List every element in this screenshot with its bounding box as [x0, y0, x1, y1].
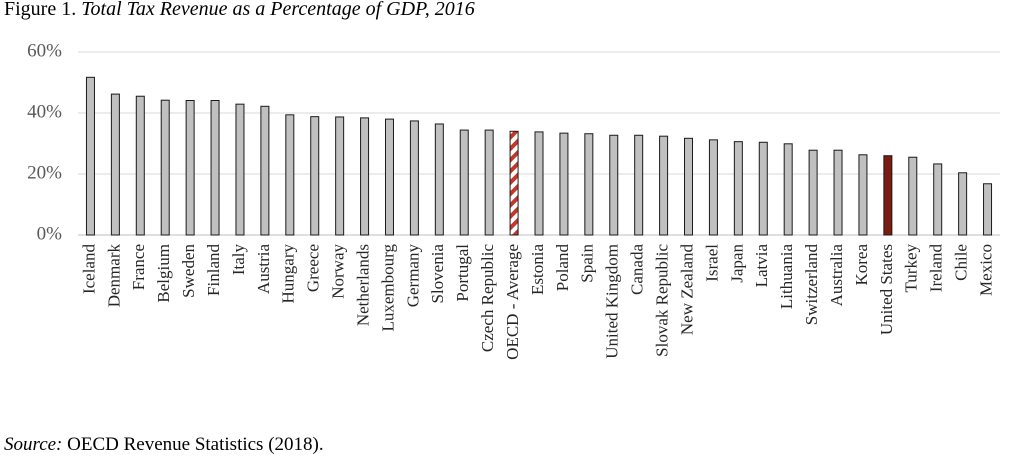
- bar: [933, 163, 943, 236]
- bar: [135, 95, 145, 236]
- x-tick-label: Switzerland: [802, 244, 821, 326]
- chart-title: Total Tax Revenue as a Percentage of GDP…: [81, 0, 474, 20]
- x-tick-label: Japan: [727, 244, 746, 283]
- bar: [958, 172, 968, 236]
- bar: [684, 137, 694, 236]
- x-tick-label: United States: [877, 244, 896, 335]
- bar: [783, 143, 793, 236]
- y-tick-label: 60%: [27, 40, 62, 61]
- bar: [484, 129, 494, 236]
- bar: [360, 117, 370, 236]
- x-tick-label: Sweden: [179, 244, 198, 298]
- y-tick-label: 40%: [27, 101, 62, 122]
- x-tick-label: France: [129, 244, 148, 290]
- x-tick-label: Czech Republic: [478, 244, 497, 353]
- x-tick-label: Italy: [229, 244, 248, 276]
- x-tick-label: Slovenia: [428, 244, 447, 304]
- bar: [409, 120, 419, 236]
- bar: [459, 129, 469, 236]
- x-tick-label: Iceland: [79, 244, 98, 295]
- bar: [733, 141, 743, 236]
- x-tick-label: Estonia: [528, 244, 547, 295]
- bar: [185, 99, 195, 236]
- x-tick-label: Netherlands: [353, 244, 372, 326]
- bar: [708, 139, 718, 236]
- bar: [85, 76, 95, 236]
- x-tick-label: Israel: [702, 244, 721, 282]
- bar: [160, 99, 170, 236]
- x-tick-label: Spain: [578, 244, 597, 283]
- x-tick-label: Turkey: [902, 244, 921, 293]
- bar: [235, 103, 245, 236]
- bar: [609, 134, 619, 236]
- x-tick-label: Canada: [628, 244, 647, 295]
- x-tick-label: Australia: [827, 244, 846, 307]
- bar: [659, 135, 669, 236]
- x-tick-label: Chile: [952, 244, 971, 281]
- x-tick-label: United Kingdom: [603, 244, 622, 359]
- x-tick-label: Austria: [254, 244, 273, 295]
- chart-title-group: Figure 1. Total Tax Revenue as a Percent…: [4, 0, 475, 20]
- x-tick-label: Hungary: [279, 244, 298, 304]
- x-tick-label: Denmark: [104, 244, 123, 308]
- figure-label: Figure 1.: [4, 0, 76, 20]
- bar: [335, 116, 345, 236]
- bar: [384, 118, 394, 236]
- bar: [260, 105, 270, 236]
- bar: [559, 132, 569, 236]
- x-tick-label: Portugal: [453, 244, 472, 302]
- y-tick-label: 0%: [37, 223, 63, 244]
- bar: [110, 93, 120, 236]
- x-tick-label: Ireland: [927, 244, 946, 293]
- bar: [634, 134, 644, 236]
- source-text: OECD Revenue Statistics (2018).: [67, 434, 323, 455]
- bar: [285, 114, 295, 236]
- bar: [858, 154, 868, 236]
- bar: [584, 133, 594, 236]
- bar: [509, 130, 519, 236]
- x-tick-label: Greece: [304, 244, 323, 292]
- bar: [883, 155, 893, 236]
- bar: [983, 183, 993, 236]
- x-tick-label: Finland: [204, 244, 223, 296]
- bar: [534, 131, 544, 236]
- source-note: Source: OECD Revenue Statistics (2018).: [4, 434, 324, 455]
- x-tick-label: Slovak Republic: [653, 244, 672, 357]
- bar: [310, 116, 320, 236]
- bar: [833, 149, 843, 236]
- x-tick-label: New Zealand: [677, 244, 696, 336]
- x-tick-label: Mexico: [976, 244, 995, 296]
- x-tick-label: Luxembourg: [378, 244, 397, 332]
- x-tick-label: Norway: [329, 244, 348, 299]
- source-label: Source:: [4, 434, 62, 455]
- bar: [808, 149, 818, 236]
- bar: [434, 123, 444, 236]
- x-tick-label: Latvia: [752, 244, 771, 288]
- bar: [210, 99, 220, 236]
- x-tick-label: Germany: [403, 244, 422, 308]
- x-tick-label: OECD - Average: [503, 244, 522, 360]
- bar: [908, 156, 918, 236]
- x-tick-label: Lithuania: [777, 244, 796, 310]
- y-tick-label: 20%: [27, 162, 62, 183]
- x-tick-label: Korea: [852, 244, 871, 286]
- x-tick-label: Belgium: [154, 244, 173, 303]
- x-tick-label: Poland: [553, 244, 572, 292]
- bar: [758, 141, 768, 236]
